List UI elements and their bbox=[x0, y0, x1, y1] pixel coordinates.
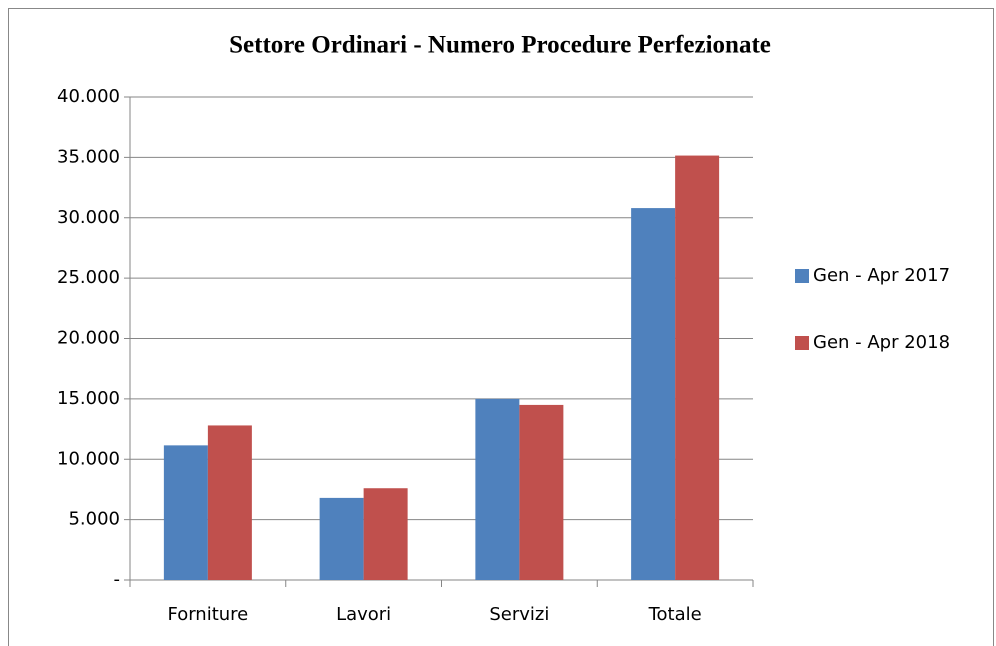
y-tick-label: 40.000 bbox=[57, 86, 120, 107]
y-tick-label: 20.000 bbox=[57, 328, 120, 349]
y-tick-label: 25.000 bbox=[57, 267, 120, 288]
y-tick-label: 5.000 bbox=[68, 509, 120, 530]
bar bbox=[163, 445, 208, 580]
y-tick-label: 30.000 bbox=[57, 207, 120, 228]
bar bbox=[319, 497, 364, 580]
legend-label: Gen - Apr 2018 bbox=[813, 332, 950, 353]
legend-swatch bbox=[795, 336, 809, 350]
y-tick-label: 10.000 bbox=[57, 448, 120, 469]
chart-frame bbox=[8, 8, 994, 646]
x-tick-label: Servizi bbox=[489, 604, 549, 625]
bar bbox=[207, 425, 252, 580]
chart-title: Settore Ordinari - Numero Procedure Perf… bbox=[229, 32, 771, 59]
x-tick-label: Forniture bbox=[167, 604, 248, 625]
legend-swatch bbox=[795, 269, 809, 283]
y-tick-label: 15.000 bbox=[57, 388, 120, 409]
bar bbox=[631, 208, 676, 580]
bar bbox=[519, 404, 564, 580]
y-tick-label: 35.000 bbox=[57, 146, 120, 167]
x-tick-label: Totale bbox=[648, 604, 702, 625]
y-tick-label: - bbox=[114, 569, 121, 590]
x-tick-label: Lavori bbox=[336, 604, 391, 625]
bar bbox=[475, 398, 520, 580]
legend-label: Gen - Apr 2017 bbox=[813, 265, 950, 286]
bar bbox=[675, 155, 720, 580]
bar bbox=[363, 488, 408, 580]
